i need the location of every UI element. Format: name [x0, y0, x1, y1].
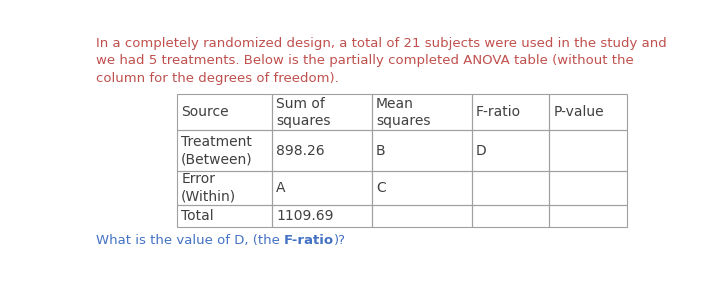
Text: Sum of
squares: Sum of squares [276, 97, 331, 128]
Text: )?: )? [334, 234, 346, 247]
Text: F-ratio: F-ratio [284, 234, 334, 247]
Text: B: B [376, 144, 386, 158]
Text: What is the value of D, (the: What is the value of D, (the [96, 234, 284, 247]
Text: Error
(Within): Error (Within) [181, 172, 236, 204]
Text: F-ratio: F-ratio [476, 105, 521, 120]
Text: C: C [376, 181, 386, 195]
Text: 1109.69: 1109.69 [276, 209, 334, 223]
Text: D: D [476, 144, 487, 158]
Text: 898.26: 898.26 [276, 144, 324, 158]
Text: P-value: P-value [554, 105, 604, 120]
Text: In a completely randomized design, a total of 21 subjects were used in the study: In a completely randomized design, a tot… [96, 37, 666, 85]
Text: Mean
squares: Mean squares [376, 97, 430, 128]
Text: A: A [276, 181, 286, 195]
Text: Total: Total [181, 209, 214, 223]
Text: Source: Source [181, 105, 229, 120]
Text: Treatment
(Between): Treatment (Between) [181, 135, 253, 166]
